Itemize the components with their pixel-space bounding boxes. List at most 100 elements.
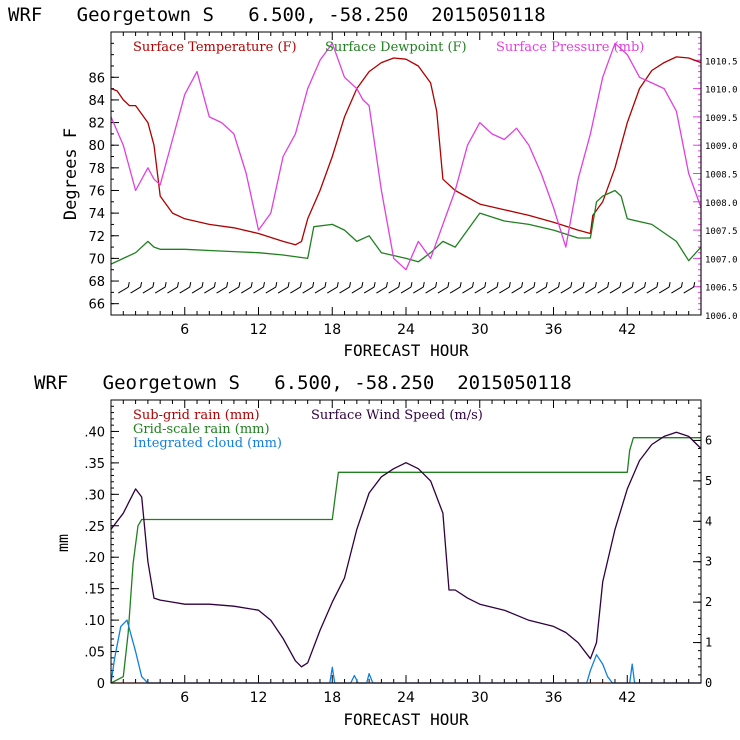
- x-tick-label: 12: [250, 690, 268, 706]
- wind-barb: [548, 286, 559, 294]
- wind-barb: [376, 286, 387, 294]
- wind-barb: [204, 286, 215, 294]
- x-tick-label: 6: [180, 322, 189, 338]
- wind-barb: [634, 286, 645, 294]
- wind-barb: [400, 286, 412, 294]
- y-tick-label: .05: [84, 646, 105, 661]
- wind-barb-flag: [508, 281, 511, 288]
- wind-barb-flag: [631, 281, 634, 288]
- wind-barb: [609, 286, 621, 294]
- y-tick-label: .30: [84, 488, 105, 503]
- temperature-x-axis-label: FORECAST HOUR: [343, 341, 469, 360]
- wind-barb-flag: [459, 281, 462, 288]
- precipitation-x-axis-label: FORECAST HOUR: [343, 710, 469, 729]
- precip-series-grid-scale-rain-mm: [110, 437, 701, 684]
- wind-barb: [474, 286, 486, 294]
- wind-barb-flag: [607, 281, 610, 288]
- wind-barb-flag: [164, 281, 167, 288]
- wind-barb: [523, 286, 535, 294]
- wind-barb-flag: [336, 281, 339, 288]
- right-tick-label: 1010.5: [705, 57, 738, 67]
- wind-barb: [142, 286, 154, 294]
- legend-integrated-cloud: Integrated cloud (mm): [133, 436, 282, 451]
- wind-barb-flag: [570, 281, 573, 288]
- wind-barb: [449, 286, 461, 294]
- temperature-chart: WRF Georgetown S 6.500, -58.250 20150501…: [8, 4, 738, 360]
- wind-barb: [658, 286, 670, 294]
- y-tick-label: 86: [88, 71, 105, 86]
- right-tick-label: 1007.0: [705, 255, 738, 265]
- wind-barb: [646, 286, 658, 294]
- wind-barb: [437, 286, 449, 294]
- right-tick-label: 1009.5: [705, 114, 738, 124]
- wind-barb-flag: [385, 281, 388, 288]
- temperature-plot-frame: [110, 31, 702, 316]
- wind-barb-flag: [533, 281, 536, 288]
- wind-barb-flag: [299, 281, 302, 288]
- precip-series-surface-wind-speed-m-s: [110, 431, 702, 668]
- wind-barb-flag: [435, 281, 438, 288]
- y-tick-label: 84: [88, 94, 105, 109]
- x-tick-label: 30: [471, 690, 489, 706]
- wind-barb-flag: [361, 281, 364, 288]
- wind-barb-flag: [656, 281, 659, 288]
- wind-barb: [130, 286, 141, 294]
- temperature-plot-area: 6 12 18 24 30 36 42 66 68 70 72 74 76 78 80 82 84 86 1006.…: [88, 31, 738, 338]
- wind-barb: [290, 286, 301, 294]
- precipitation-y-axis-label: mm: [54, 534, 72, 552]
- temp-series-surface-temperature-f: [110, 56, 702, 246]
- right-tick-label: 1006.5: [705, 284, 738, 294]
- wind-barb-flag: [471, 281, 474, 288]
- right-tick-label: 1: [705, 636, 712, 650]
- wind-barb-flag: [287, 281, 290, 288]
- wind-barb: [265, 286, 277, 294]
- y-tick-label: .25: [84, 520, 105, 535]
- wind-barb: [585, 286, 596, 294]
- y-tick-label: 0: [97, 677, 105, 692]
- wind-barb-flag: [127, 281, 130, 288]
- legend-surface-wind-speed: Surface Wind Speed (m/s): [311, 408, 483, 423]
- x-tick-label: 18: [323, 322, 341, 338]
- wind-barb: [462, 286, 473, 294]
- wind-barb-flag: [668, 281, 671, 288]
- precipitation-plot-frame: [110, 399, 702, 684]
- wind-barb: [351, 286, 363, 294]
- right-tick-label: 5: [705, 474, 712, 488]
- wind-barb-flag: [422, 281, 425, 288]
- wind-barb-flag: [680, 281, 683, 288]
- wind-barb: [326, 286, 338, 294]
- wind-barb-flag: [693, 281, 696, 288]
- right-tick-label: 2: [705, 595, 712, 609]
- wind-barb-flag: [140, 281, 143, 288]
- wind-barb-flag: [238, 281, 241, 288]
- wind-barb-flag: [275, 281, 278, 288]
- wind-barb: [179, 286, 191, 294]
- wind-barb: [216, 286, 227, 294]
- wind-barb: [597, 286, 608, 294]
- x-tick-label: 36: [545, 322, 563, 338]
- y-tick-label: 72: [88, 230, 105, 245]
- wind-barb: [240, 286, 252, 294]
- precipitation-chart: WRF Georgetown S 6.500, -58.250 20150501…: [34, 372, 712, 729]
- wind-barb: [535, 286, 547, 294]
- legend-surface-pressure: Surface Pressure (mb): [496, 40, 644, 55]
- right-tick-label: 1009.0: [705, 142, 738, 152]
- right-tick-label: 1010.0: [705, 86, 738, 96]
- y-tick-label: 68: [88, 275, 105, 290]
- wind-barb-flag: [545, 281, 548, 288]
- x-tick-label: 24: [397, 322, 415, 338]
- right-tick-label: 1006.0: [705, 312, 738, 322]
- wind-barb-flag: [250, 281, 253, 288]
- wind-barb: [228, 286, 240, 294]
- precipitation-chart-title: WRF Georgetown S 6.500, -58.250 20150501…: [34, 372, 572, 394]
- wind-barb: [167, 286, 178, 294]
- wind-barb-flag: [484, 281, 487, 288]
- wind-barb-flag: [644, 281, 647, 288]
- wind-barb-flag: [582, 281, 585, 288]
- wind-barb: [572, 286, 584, 294]
- precip-series-integrated-cloud-mm: [110, 619, 701, 684]
- y-tick-label: 80: [88, 139, 105, 154]
- x-tick-label: 42: [618, 322, 636, 338]
- y-tick-label: 66: [88, 298, 105, 313]
